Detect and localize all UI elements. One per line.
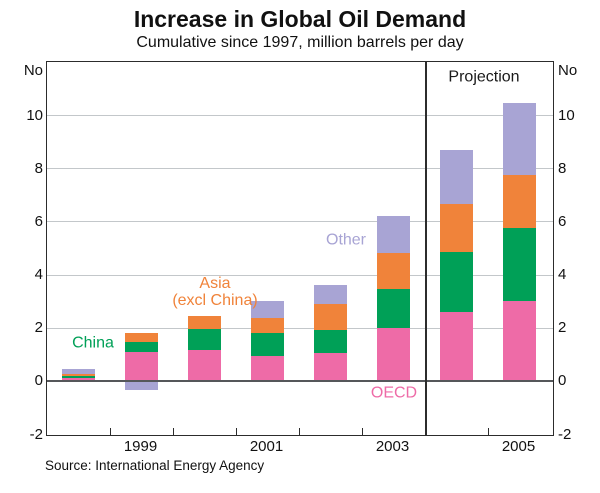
bar-2004-other xyxy=(440,149,473,205)
projection-divider-line xyxy=(425,62,427,435)
bar-1999-china xyxy=(125,342,158,352)
y-tick-right-8: 8 xyxy=(558,159,567,177)
y-tick-left-10: 10 xyxy=(26,106,43,124)
x-tick-label-2005: 2005 xyxy=(501,438,536,455)
y-tick-left-4: 4 xyxy=(34,266,43,284)
gridline-2 xyxy=(47,327,553,329)
gridline-4 xyxy=(47,274,553,276)
x-tick-label-1999: 1999 xyxy=(123,438,158,455)
y-tick-right-0: 0 xyxy=(558,372,567,390)
bar-1998-china xyxy=(62,376,95,379)
bar-2001-other xyxy=(251,301,284,319)
bar-2003-asia-excl-china- xyxy=(377,253,410,290)
bar-2005-china xyxy=(503,228,536,302)
gridline-8 xyxy=(47,168,553,170)
bar-2005-oecd xyxy=(503,301,536,381)
bar-2000-asia-excl-china- xyxy=(188,315,221,330)
bar-2003-oecd xyxy=(377,327,410,381)
y-tick-right-4: 4 xyxy=(558,266,567,284)
y-tick-right-6: 6 xyxy=(558,212,567,230)
bar-2004-china xyxy=(440,251,473,312)
plot-area: China Asia (excl China) Other OECD Projectio… xyxy=(46,61,554,436)
y-axis-unit-left: No xyxy=(23,62,43,79)
label-china: China xyxy=(72,334,114,352)
bar-1998-asia-excl-china- xyxy=(62,374,95,377)
label-oecd: OECD xyxy=(370,384,418,402)
bar-2000-oecd xyxy=(188,350,221,381)
y-tick-left-2: 2 xyxy=(34,319,43,337)
x-tick-label-2001: 2001 xyxy=(249,438,284,455)
x-axis-tick-3 xyxy=(299,428,301,435)
y-tick-left-8: 8 xyxy=(34,159,43,177)
bar-2002-asia-excl-china- xyxy=(314,303,347,331)
bar-2002-oecd xyxy=(314,352,347,381)
bar-2001-asia-excl-china- xyxy=(251,318,284,334)
bar-2002-china xyxy=(314,330,347,353)
y-tick-left-6: 6 xyxy=(34,212,43,230)
bar-2002-other xyxy=(314,285,347,304)
bar-2004-oecd xyxy=(440,311,473,381)
bar-2004-asia-excl-china- xyxy=(440,204,473,252)
label-other: Other xyxy=(325,231,367,249)
zero-axis-line xyxy=(47,380,553,382)
bar-2003-china xyxy=(377,289,410,328)
bar-2005-other xyxy=(503,103,536,175)
bar-2001-china xyxy=(251,333,284,356)
x-tick-label-2003: 2003 xyxy=(375,438,410,455)
label-asia: Asia (excl China) xyxy=(172,275,258,309)
bar-1998-oecd xyxy=(62,378,95,381)
bar-1999-asia-excl-china- xyxy=(125,333,158,343)
bar-2001-oecd xyxy=(251,355,284,381)
bar-1998-other xyxy=(62,368,95,375)
gridline-6 xyxy=(47,221,553,223)
y-tick-right--2: -2 xyxy=(558,425,572,443)
x-axis-tick-4 xyxy=(362,428,364,435)
bar-1999-other xyxy=(125,380,158,391)
bar-2000-china xyxy=(188,329,221,351)
x-axis-tick-2 xyxy=(236,428,238,435)
gridline-10 xyxy=(47,115,553,117)
source-note: Source: International Energy Agency xyxy=(45,458,265,473)
bar-1999-oecd xyxy=(125,351,158,381)
x-axis-tick-5 xyxy=(488,428,490,435)
x-axis-tick-1 xyxy=(173,428,175,435)
bar-2003-other xyxy=(377,216,410,254)
chart-title: Increase in Global Oil Demand xyxy=(133,6,467,32)
y-axis-unit-right: No xyxy=(558,62,578,79)
label-projection: Projection xyxy=(448,68,520,86)
y-tick-right-10: 10 xyxy=(558,106,575,124)
y-tick-left--2: -2 xyxy=(29,425,43,443)
bar-2005-asia-excl-china- xyxy=(503,174,536,229)
y-tick-right-2: 2 xyxy=(558,319,567,337)
y-tick-left-0: 0 xyxy=(34,372,43,390)
x-axis-tick-0 xyxy=(110,428,112,435)
chart-subtitle: Cumulative since 1997, million barrels p… xyxy=(136,34,464,51)
